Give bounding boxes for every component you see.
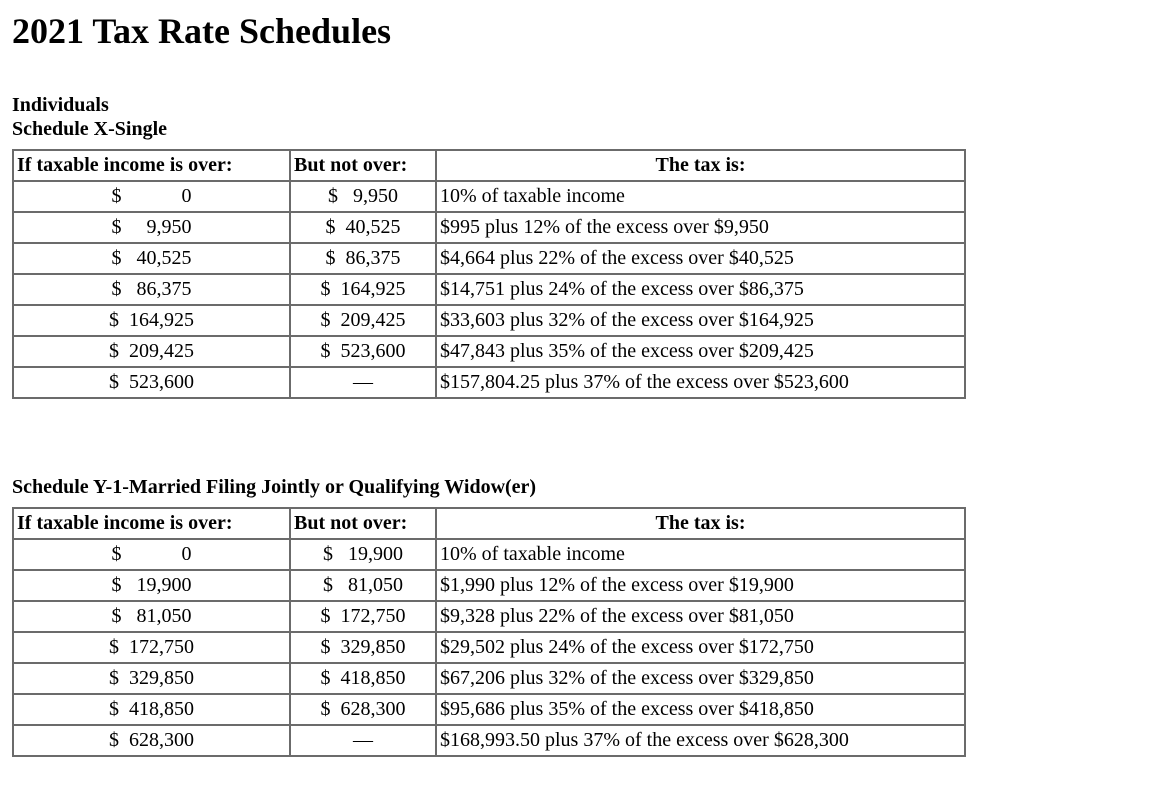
cell-not-over: $ 164,925 — [290, 273, 436, 305]
header-row: If taxable income is over: But not over:… — [13, 149, 965, 181]
table-row: $ 209,425 $ 523,600 $47,843 plus 35% of … — [13, 335, 965, 367]
cell-not-over: $ 418,850 — [290, 662, 436, 694]
table-row: $ 523,600 — $157,804.25 plus 37% of the … — [13, 366, 965, 398]
cell-not-over: $ 172,750 — [290, 600, 436, 632]
cell-income-over: $ 628,300 — [13, 724, 290, 756]
schedule-y-table: If taxable income is over: But not over:… — [12, 506, 966, 757]
cell-not-over: $ 329,850 — [290, 631, 436, 663]
col-header-tax: The tax is: — [436, 149, 965, 181]
cell-income-over: $ 9,950 — [13, 211, 290, 243]
cell-tax-formula: $4,664 plus 22% of the excess over $40,5… — [436, 242, 965, 274]
cell-income-over: $ 172,750 — [13, 631, 290, 663]
cell-income-over: $ 0 — [13, 538, 290, 570]
cell-tax-formula: $47,843 plus 35% of the excess over $209… — [436, 335, 965, 367]
cell-tax-formula: $168,993.50 plus 37% of the excess over … — [436, 724, 965, 756]
table-row: $ 628,300 — $168,993.50 plus 37% of the … — [13, 724, 965, 756]
cell-tax-formula: $157,804.25 plus 37% of the excess over … — [436, 366, 965, 398]
table-row: $ 329,850 $ 418,850 $67,206 plus 32% of … — [13, 662, 965, 694]
cell-tax-formula: 10% of taxable income — [436, 538, 965, 570]
cell-income-over: $ 164,925 — [13, 304, 290, 336]
cell-tax-formula: $95,686 plus 35% of the excess over $418… — [436, 693, 965, 725]
group-heading: Individuals — [12, 93, 109, 116]
cell-income-over: $ 209,425 — [13, 335, 290, 367]
cell-not-over: $ 523,600 — [290, 335, 436, 367]
table-row: $ 86,375 $ 164,925 $14,751 plus 24% of t… — [13, 273, 965, 305]
cell-not-over: $ 81,050 — [290, 569, 436, 601]
cell-tax-formula: $29,502 plus 24% of the excess over $172… — [436, 631, 965, 663]
cell-income-over: $ 523,600 — [13, 366, 290, 398]
cell-income-over: $ 0 — [13, 180, 290, 212]
table-row: $ 40,525 $ 86,375 $4,664 plus 22% of the… — [13, 242, 965, 274]
cell-income-over: $ 19,900 — [13, 569, 290, 601]
cell-tax-formula: $9,328 plus 22% of the excess over $81,0… — [436, 600, 965, 632]
table-row: $ 172,750 $ 329,850 $29,502 plus 24% of … — [13, 631, 965, 663]
col-header-income-over: If taxable income is over: — [13, 507, 290, 539]
col-header-not-over: But not over: — [290, 507, 436, 539]
page-title: 2021 Tax Rate Schedules — [12, 11, 392, 51]
table-row: $ 19,900 $ 81,050 $1,990 plus 12% of the… — [13, 569, 965, 601]
document: 2021 Tax Rate Schedules Individuals Sche… — [12, 11, 1173, 757]
cell-income-over: $ 40,525 — [13, 242, 290, 274]
cell-tax-formula: $33,603 plus 32% of the excess over $164… — [436, 304, 965, 336]
col-header-tax: The tax is: — [436, 507, 965, 539]
cell-tax-formula: $1,990 plus 12% of the excess over $19,9… — [436, 569, 965, 601]
header-row: If taxable income is over: But not over:… — [13, 507, 965, 539]
table-row: $ 81,050 $ 172,750 $9,328 plus 22% of th… — [13, 600, 965, 632]
table-row: $ 164,925 $ 209,425 $33,603 plus 32% of … — [13, 304, 965, 336]
schedule-y-heading: Schedule Y-1-Married Filing Jointly or Q… — [12, 475, 537, 498]
cell-not-over: $ 40,525 — [290, 211, 436, 243]
cell-tax-formula: $67,206 plus 32% of the excess over $329… — [436, 662, 965, 694]
cell-not-over-dash: — — [290, 724, 436, 756]
cell-income-over: $ 86,375 — [13, 273, 290, 305]
cell-not-over: $ 209,425 — [290, 304, 436, 336]
cell-not-over: $ 86,375 — [290, 242, 436, 274]
cell-tax-formula: $995 plus 12% of the excess over $9,950 — [436, 211, 965, 243]
col-header-income-over: If taxable income is over: — [13, 149, 290, 181]
cell-income-over: $ 418,850 — [13, 693, 290, 725]
cell-not-over: $ 19,900 — [290, 538, 436, 570]
table-row: $ 0 $ 9,950 10% of taxable income — [13, 180, 965, 212]
col-header-not-over: But not over: — [290, 149, 436, 181]
table-row: $ 0 $ 19,900 10% of taxable income — [13, 538, 965, 570]
schedule-x-heading: Schedule X-Single — [12, 117, 168, 140]
cell-income-over: $ 329,850 — [13, 662, 290, 694]
cell-tax-formula: 10% of taxable income — [436, 180, 965, 212]
cell-not-over-dash: — — [290, 366, 436, 398]
cell-not-over: $ 628,300 — [290, 693, 436, 725]
cell-not-over: $ 9,950 — [290, 180, 436, 212]
table-row: $ 418,850 $ 628,300 $95,686 plus 35% of … — [13, 693, 965, 725]
schedule-x-table: If taxable income is over: But not over:… — [12, 148, 966, 399]
cell-income-over: $ 81,050 — [13, 600, 290, 632]
table-row: $ 9,950 $ 40,525 $995 plus 12% of the ex… — [13, 211, 965, 243]
cell-tax-formula: $14,751 plus 24% of the excess over $86,… — [436, 273, 965, 305]
